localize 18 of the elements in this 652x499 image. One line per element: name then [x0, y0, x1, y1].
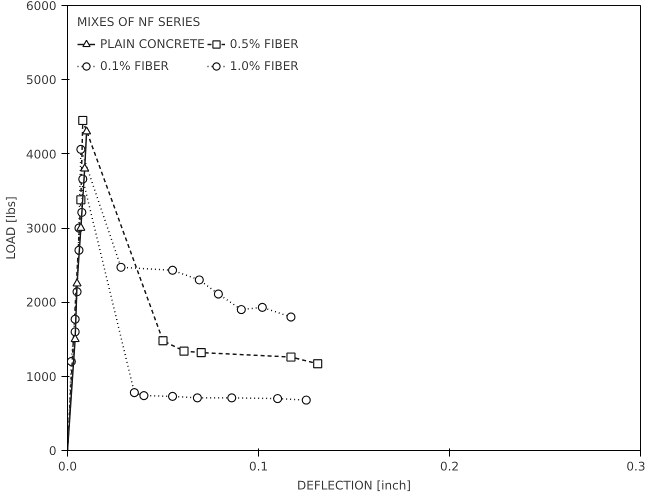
legend-label: 0.5% FIBER: [230, 37, 299, 51]
legend-label: 0.1% FIBER: [100, 59, 169, 73]
y-tick-label: 2000: [26, 296, 57, 310]
x-tick-label: 0.2: [440, 460, 460, 474]
y-tick-label: 1000: [26, 370, 57, 384]
x-axis-title: DEFLECTION [inch]: [297, 478, 411, 492]
legend-label: PLAIN CONCRETE: [100, 37, 205, 51]
y-tick-label: 4000: [26, 147, 57, 162]
y-tick-label: 0: [48, 444, 57, 458]
x-tick-label: 0.0: [58, 460, 78, 474]
y-tick-label: 6000: [26, 0, 57, 13]
y-axis-title: LOAD [lbs]: [4, 196, 18, 260]
y-tick-label: 5000: [26, 73, 57, 88]
legend-title: MIXES OF NF SERIES: [77, 15, 202, 29]
y-tick-label: 3000: [26, 222, 57, 236]
legend-label: 1.0% FIBER: [230, 59, 299, 73]
x-tick-label: 0.3: [626, 460, 646, 474]
x-tick-label: 0.1: [248, 460, 268, 474]
